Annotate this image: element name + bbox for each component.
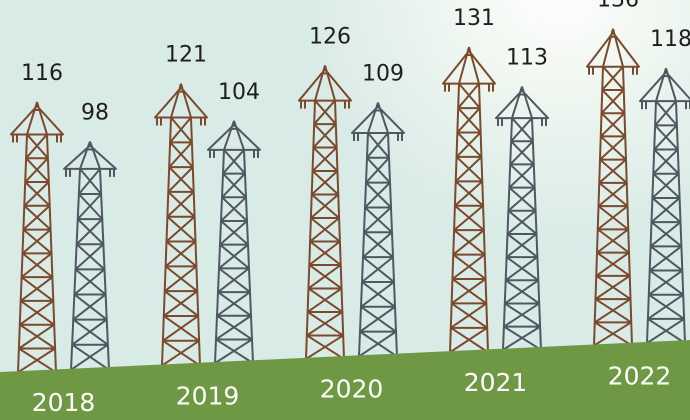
value-label: 109	[362, 61, 404, 86]
year: 2020	[320, 375, 384, 404]
value-label: 116	[21, 61, 63, 86]
value-label: 104	[218, 80, 260, 105]
value-label: 98	[81, 100, 109, 125]
value-label: 131	[453, 6, 495, 31]
year: 2021	[464, 368, 528, 397]
value-label: 113	[506, 46, 548, 71]
year: 2018	[32, 388, 96, 417]
value-label: 121	[165, 43, 207, 68]
year: 2019	[176, 381, 240, 410]
chart: 116 98 2018 121 104 2019 126 109 2020 131 113 2021 1…	[0, 0, 690, 420]
value-label: 118	[650, 27, 690, 52]
year: 2022	[608, 361, 672, 390]
value-label: 136	[597, 0, 639, 13]
value-label: 126	[309, 24, 351, 49]
